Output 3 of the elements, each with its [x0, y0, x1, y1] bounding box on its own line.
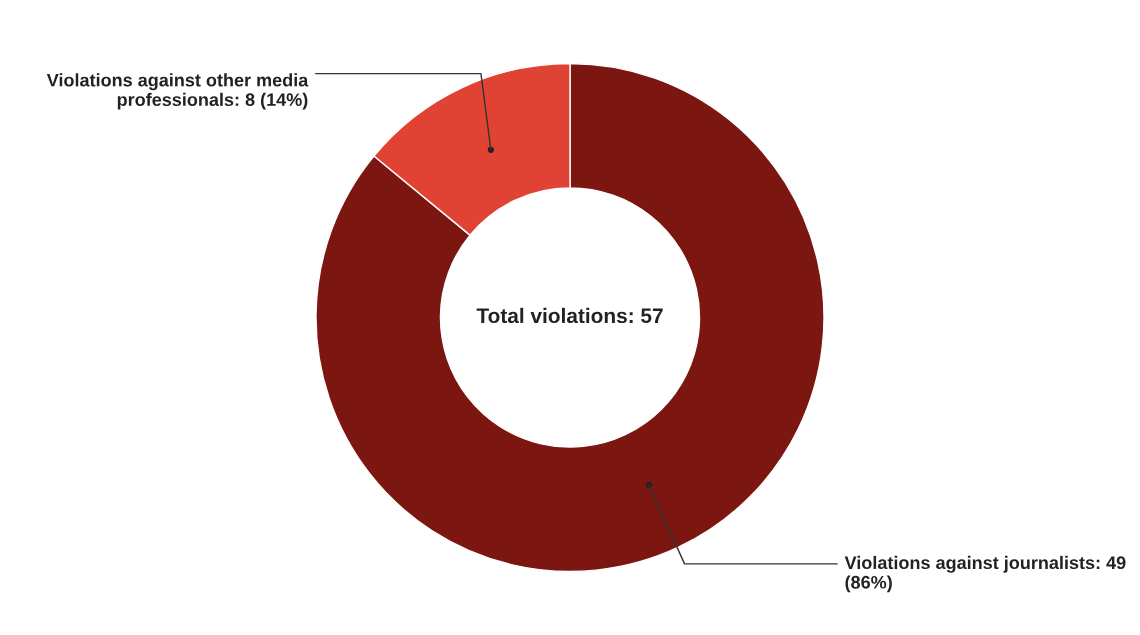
text: Total violations: 57 — [476, 307, 663, 324]
slice-label: Violations against other media professionals: 8 (14%) — [46, 73, 309, 110]
slice-label: Violations against journalists: 49 (86%) — [844, 555, 1126, 593]
